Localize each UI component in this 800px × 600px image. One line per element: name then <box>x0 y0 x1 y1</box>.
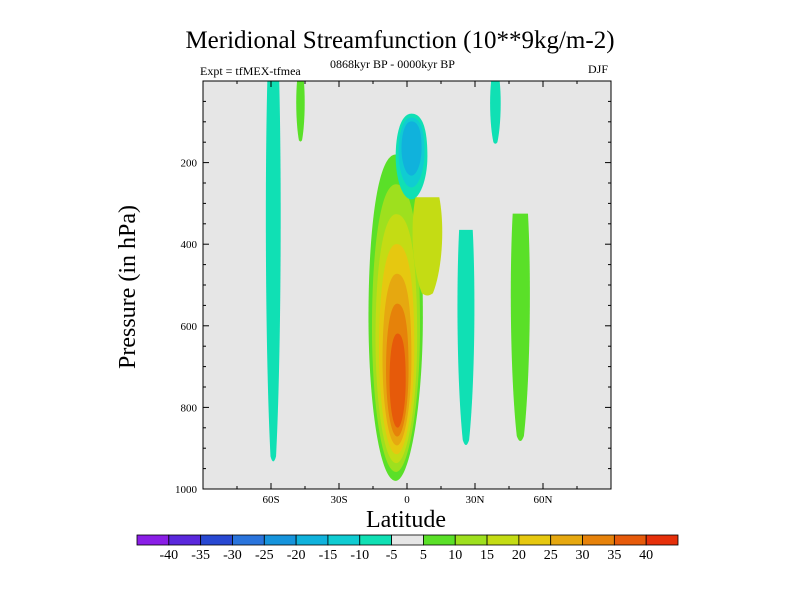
colorbar-label: 20 <box>512 548 526 563</box>
colorbar-box <box>359 534 392 546</box>
colorbar-label: -5 <box>386 548 398 563</box>
colorbar-box <box>613 534 647 546</box>
colorbar-label: 10 <box>448 548 462 563</box>
colorbar-box <box>454 534 488 546</box>
contour-band <box>412 197 443 296</box>
colorbar-box <box>327 534 361 546</box>
contour-nh-midlat-positive <box>510 213 530 441</box>
colorbar-label: 35 <box>607 548 621 563</box>
contour-band <box>265 81 281 462</box>
contour-band <box>457 229 475 446</box>
colorbar-label: 5 <box>420 548 427 563</box>
colorbar-box <box>486 534 520 546</box>
chart-title: Meridional Streamfunction (10**9kg/m-2) <box>185 27 615 54</box>
colorbar-label: 40 <box>639 548 653 563</box>
experiment-annotation: Expt = tfMEX-tfmea <box>200 64 301 78</box>
x-axis-label: Latitude <box>366 507 446 533</box>
colorbar-box <box>136 534 170 546</box>
colorbar-box <box>391 534 424 546</box>
period-annotation: 0868kyr BP - 0000kyr BP <box>330 57 455 71</box>
colorbar-box <box>518 534 552 546</box>
colorbar-box <box>168 534 202 546</box>
contour-nh-narrow-positive-strip <box>412 197 443 296</box>
season-annotation: DJF <box>588 62 609 76</box>
colorbar-label: 30 <box>576 548 590 563</box>
y-tick-label: 400 <box>181 239 198 251</box>
colorbar-label: 15 <box>480 548 494 563</box>
contour-band <box>401 121 422 176</box>
contour-nh-subtropical-negative <box>457 229 475 446</box>
colorbar-box <box>423 534 456 546</box>
contour-band <box>490 81 501 144</box>
colorbar-label: -20 <box>287 548 306 563</box>
y-tick-label: 1000 <box>175 484 198 496</box>
contour-band <box>389 333 406 428</box>
colorbar-label: -10 <box>350 548 369 563</box>
x-tick-label: 60N <box>534 494 553 506</box>
colorbar-label: -40 <box>159 548 178 563</box>
contour-band <box>510 213 530 441</box>
x-tick-label: 0 <box>404 494 410 506</box>
contour-sh-upper-green-strip <box>296 81 305 142</box>
colorbar-box <box>200 534 233 546</box>
colorbar-label: -25 <box>255 548 274 563</box>
colorbar-box <box>232 534 265 546</box>
contour-main-hadley-cell <box>368 154 423 481</box>
colorbar-label: -15 <box>319 548 338 563</box>
y-tick-label: 600 <box>181 321 198 333</box>
contour-sh-high-lat-cell <box>265 81 281 462</box>
colorbar-label: -35 <box>191 548 210 563</box>
colorbar-box <box>645 534 679 546</box>
x-tick-label: 60S <box>262 494 279 506</box>
colorbar-label: -30 <box>223 548 242 563</box>
contour-upper-trop-negative-cell <box>395 113 428 200</box>
contour-band <box>296 81 305 142</box>
y-tick-label: 200 <box>181 158 198 170</box>
colorbar-box <box>582 534 615 546</box>
contour-nh-upper-negative-strip <box>490 81 501 144</box>
y-tick-label: 800 <box>181 402 198 414</box>
x-tick-label: 30S <box>330 494 347 506</box>
colorbar-box <box>295 534 329 546</box>
colorbar-box <box>263 534 297 546</box>
colorbar-box <box>550 534 583 546</box>
colorbar-label: 25 <box>544 548 558 563</box>
x-tick-label: 30N <box>466 494 485 506</box>
